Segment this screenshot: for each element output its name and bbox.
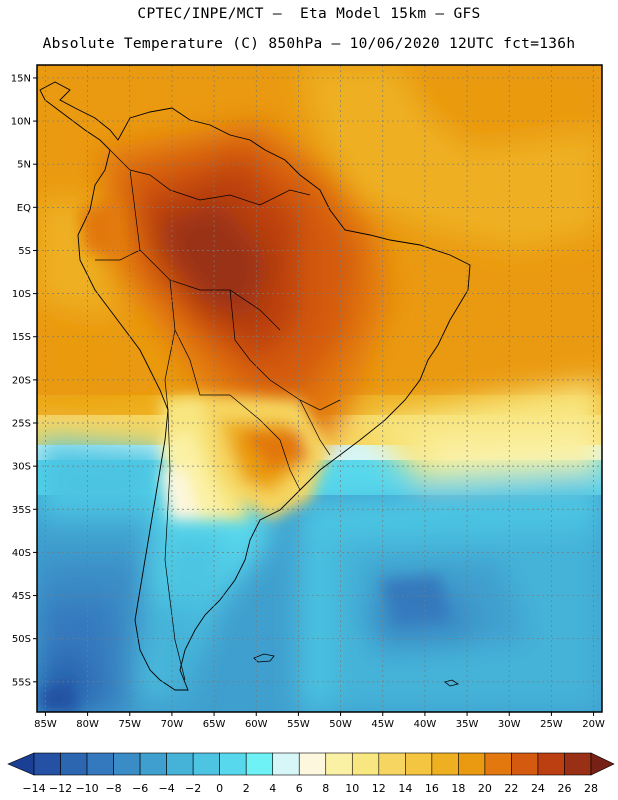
- lat-label: 5S: [18, 246, 31, 257]
- legend-tick-label: −12: [49, 782, 72, 795]
- coastline: [39, 81, 471, 691]
- lon-label: 75W: [118, 719, 141, 730]
- legend-swatch: [272, 752, 300, 776]
- lon-label: 85W: [34, 719, 57, 730]
- legend-tick-label: 24: [531, 782, 545, 795]
- legend-swatch: [86, 752, 114, 776]
- lat-label: EQ: [17, 203, 31, 214]
- map-subtitle: Absolute Temperature (C) 850hPa – 10/06/…: [42, 36, 576, 52]
- lat-label: 40S: [12, 548, 31, 559]
- legend-swatch: [405, 752, 433, 776]
- legend-swatch: [325, 752, 353, 776]
- legend-swatch: [166, 752, 194, 776]
- graticule: [37, 65, 602, 712]
- lat-label: 45S: [12, 591, 31, 602]
- legend-swatch: [7, 752, 35, 776]
- legend-tick-label: 14: [398, 782, 412, 795]
- legend-swatch: [298, 752, 327, 776]
- lat-label: 35S: [12, 505, 31, 516]
- lon-label: 35W: [456, 719, 479, 730]
- legend-swatch: [590, 752, 615, 776]
- lon-label: 30W: [498, 719, 521, 730]
- legend-tick-label: 28: [584, 782, 598, 795]
- legend-swatch: [139, 752, 167, 776]
- legend-tick-label: 10: [345, 782, 359, 795]
- legend-tick-label: −2: [185, 782, 201, 795]
- legend-tick-label: −8: [105, 782, 121, 795]
- legend-swatch: [219, 752, 247, 776]
- legend-tick-label: 22: [504, 782, 518, 795]
- lat-label: 20S: [12, 375, 31, 386]
- map-title: CPTEC/INPE/MCT – Eta Model 15km – GFS: [137, 6, 481, 22]
- lat-label: 15N: [11, 73, 31, 84]
- legend-tick-label: −6: [132, 782, 148, 795]
- lon-label: 25W: [540, 719, 563, 730]
- legend-tick-label: 6: [296, 782, 303, 795]
- lat-label: 15S: [12, 332, 31, 343]
- color-legend: −14 −12 −10 −8 −6 −4 −2 0 2 4 6 8 10 12 14 16 18 20 22 24 26…: [7, 752, 615, 795]
- lon-label: 20W: [582, 719, 605, 730]
- legend-swatch: [351, 752, 380, 776]
- lon-label: 45W: [371, 719, 394, 730]
- lon-label: 65W: [203, 719, 226, 730]
- legend-tick-label: 12: [372, 782, 386, 795]
- lat-label: 55S: [12, 677, 31, 688]
- lon-label: 80W: [76, 719, 99, 730]
- lon-label: 50W: [329, 719, 352, 730]
- legend-tick-label: 2: [243, 782, 250, 795]
- lat-label: 25S: [12, 419, 31, 430]
- legend-tick-label: −4: [159, 782, 175, 795]
- lat-label: 10N: [11, 117, 31, 128]
- lon-label: 70W: [161, 719, 184, 730]
- legend-swatch: [484, 752, 512, 776]
- legend-swatch: [378, 752, 406, 776]
- borders: [95, 149, 341, 681]
- longitude-labels: 85W 80W 75W 70W 65W 60W 55W 50W 45W 40W 35W 30W 25W 2…: [34, 719, 605, 730]
- legend-tick-label: 26: [557, 782, 571, 795]
- legend-swatch: [458, 752, 486, 776]
- lat-label: 5N: [17, 160, 31, 171]
- lat-label: 10S: [12, 289, 31, 300]
- legend-swatch: [537, 752, 565, 776]
- legend-swatch: [511, 752, 539, 776]
- temperature-map: 15N 10N 5N EQ 5S 10S 15S 20S 25S 30S 35S 40S 45S 50S 5…: [11, 64, 605, 730]
- legend-swatch: [60, 752, 88, 776]
- legend-swatch: [431, 752, 459, 776]
- map-frame: [36, 64, 603, 713]
- legend-tick-label: 20: [478, 782, 492, 795]
- temperature-field: [37, 65, 602, 712]
- falkland-islands: [253, 653, 275, 663]
- lon-label: 55W: [287, 719, 310, 730]
- legend-tick-label: 16: [425, 782, 439, 795]
- legend-swatch: [564, 752, 592, 776]
- legend-tick-label: 0: [216, 782, 223, 795]
- lon-label: 60W: [245, 719, 268, 730]
- legend-swatch: [192, 752, 220, 776]
- legend-tick-label: 8: [322, 782, 329, 795]
- legend-swatch: [33, 752, 61, 776]
- legend-tick-label: 4: [269, 782, 276, 795]
- legend-tick-label: 18: [451, 782, 465, 795]
- lon-label: 40W: [414, 719, 437, 730]
- lat-label: 50S: [12, 634, 31, 645]
- legend-tick-label: −10: [75, 782, 98, 795]
- latitude-labels: 15N 10N 5N EQ 5S 10S 15S 20S 25S 30S 35S 40S 45S 50S 5…: [11, 73, 31, 688]
- legend-tick-label: −14: [22, 782, 45, 795]
- legend-swatch: [245, 752, 274, 776]
- legend-swatch: [113, 752, 141, 776]
- lat-label: 30S: [12, 462, 31, 473]
